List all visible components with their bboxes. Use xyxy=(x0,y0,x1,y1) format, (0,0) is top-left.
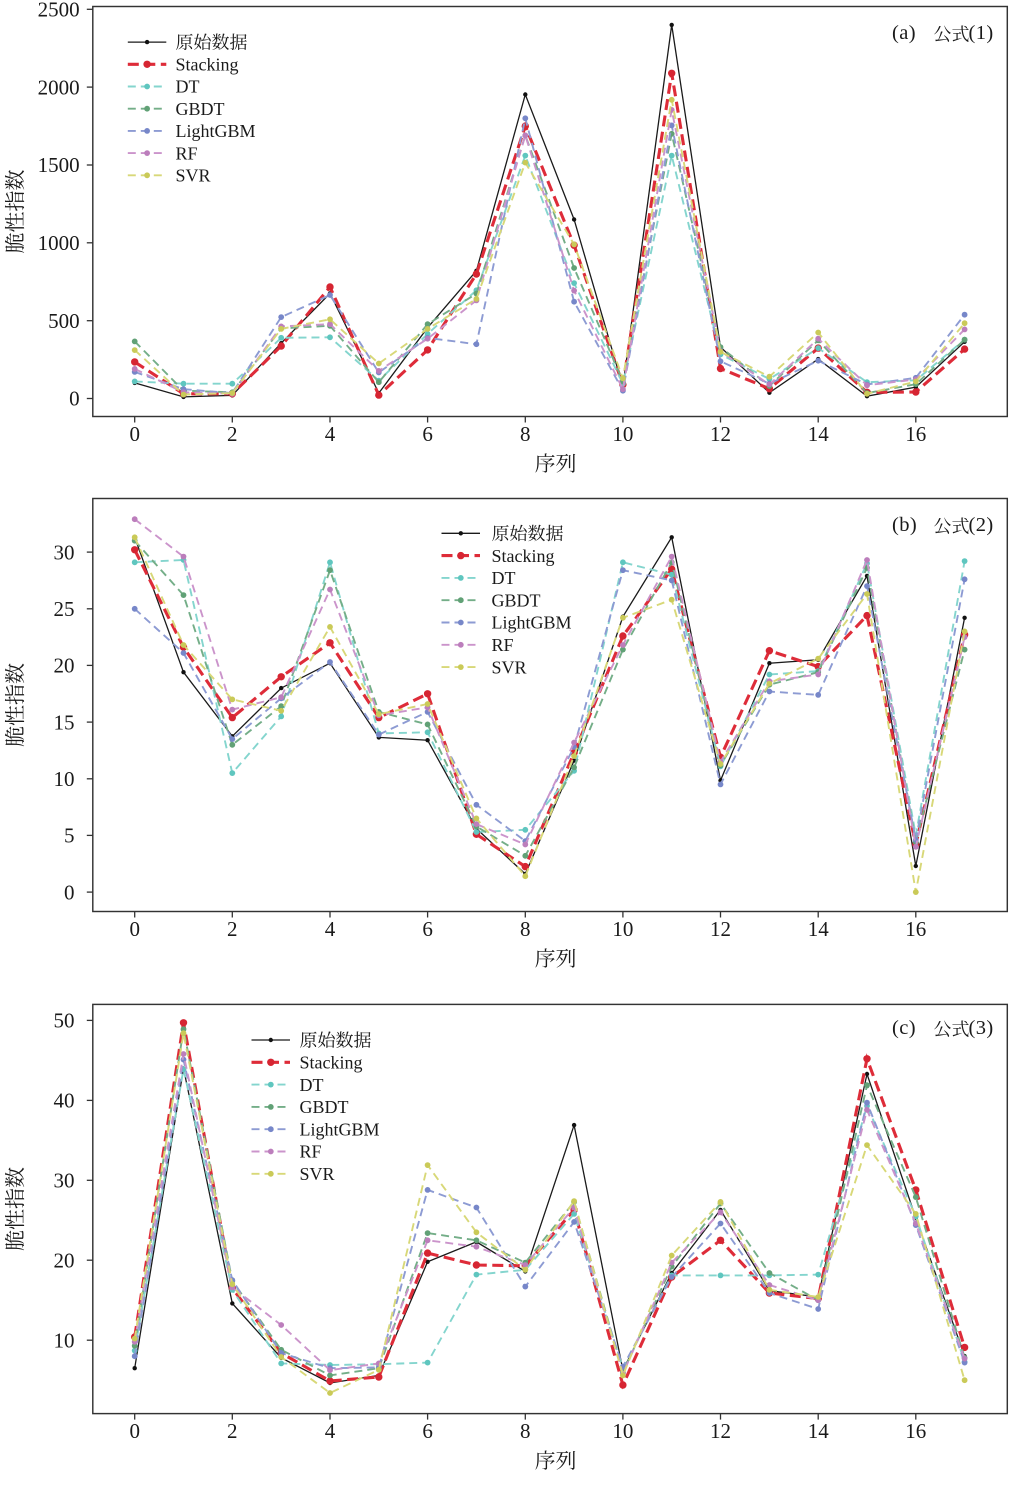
svg-text:16: 16 xyxy=(905,917,926,941)
svg-text:RF: RF xyxy=(300,1142,322,1162)
svg-text:1000: 1000 xyxy=(38,231,80,255)
svg-text:16: 16 xyxy=(905,1419,926,1443)
svg-text:12: 12 xyxy=(710,1419,731,1443)
svg-text:0: 0 xyxy=(129,1419,140,1443)
svg-text:DT: DT xyxy=(176,77,200,97)
svg-text:GBDT: GBDT xyxy=(492,590,541,610)
svg-text:25: 25 xyxy=(54,597,75,621)
svg-text:6: 6 xyxy=(422,422,433,446)
svg-text:12: 12 xyxy=(710,422,731,446)
svg-text:10: 10 xyxy=(612,917,633,941)
svg-text:0: 0 xyxy=(64,880,75,904)
svg-text:4: 4 xyxy=(325,1419,336,1443)
svg-text:SVR: SVR xyxy=(492,657,527,677)
svg-text:1500: 1500 xyxy=(38,153,80,177)
svg-text:0: 0 xyxy=(129,917,140,941)
svg-text:2000: 2000 xyxy=(38,75,80,99)
svg-text:15: 15 xyxy=(54,710,75,734)
svg-text:RF: RF xyxy=(176,143,198,163)
svg-text:14: 14 xyxy=(808,422,830,446)
svg-text:30: 30 xyxy=(54,1169,75,1193)
svg-text:2: 2 xyxy=(227,1419,238,1443)
svg-text:8: 8 xyxy=(520,1419,531,1443)
svg-text:DT: DT xyxy=(492,568,516,588)
svg-text:40: 40 xyxy=(54,1089,75,1113)
svg-text:SVR: SVR xyxy=(300,1164,335,1184)
svg-text:4: 4 xyxy=(325,917,336,941)
svg-text:GBDT: GBDT xyxy=(300,1097,349,1117)
svg-text:8: 8 xyxy=(520,422,531,446)
svg-text:20: 20 xyxy=(54,1249,75,1273)
svg-text:2: 2 xyxy=(227,917,238,941)
svg-text:(3): (3) xyxy=(969,1017,994,1039)
svg-text:10: 10 xyxy=(54,767,75,791)
svg-text:5: 5 xyxy=(64,824,75,848)
svg-text:LightGBM: LightGBM xyxy=(300,1119,380,1139)
svg-text:2: 2 xyxy=(227,422,238,446)
svg-text:Stacking: Stacking xyxy=(492,546,555,566)
svg-text:Stacking: Stacking xyxy=(176,55,239,75)
svg-text:2500: 2500 xyxy=(38,0,80,22)
svg-text:6: 6 xyxy=(422,1419,433,1443)
svg-text:8: 8 xyxy=(520,917,531,941)
svg-text:(1): (1) xyxy=(969,22,994,44)
svg-text:500: 500 xyxy=(48,309,80,333)
svg-text:12: 12 xyxy=(710,917,731,941)
svg-text:(c): (c) xyxy=(892,1017,916,1039)
svg-text:Stacking: Stacking xyxy=(300,1053,363,1073)
svg-text:30: 30 xyxy=(54,540,75,564)
svg-text:4: 4 xyxy=(325,422,336,446)
svg-text:20: 20 xyxy=(54,654,75,678)
svg-text:14: 14 xyxy=(808,917,830,941)
svg-text:SVR: SVR xyxy=(176,166,211,186)
svg-text:16: 16 xyxy=(905,422,926,446)
svg-text:GBDT: GBDT xyxy=(176,99,225,119)
svg-text:(a): (a) xyxy=(892,22,916,44)
svg-text:6: 6 xyxy=(422,917,433,941)
svg-text:14: 14 xyxy=(808,1419,830,1443)
svg-text:10: 10 xyxy=(612,422,633,446)
svg-text:0: 0 xyxy=(129,422,140,446)
svg-text:50: 50 xyxy=(54,1009,75,1033)
svg-text:LightGBM: LightGBM xyxy=(176,121,256,141)
svg-text:(b): (b) xyxy=(892,514,917,536)
svg-text:RF: RF xyxy=(492,635,514,655)
svg-text:(2): (2) xyxy=(969,514,994,536)
svg-text:DT: DT xyxy=(300,1075,324,1095)
svg-text:10: 10 xyxy=(612,1419,633,1443)
svg-text:0: 0 xyxy=(69,387,80,411)
svg-text:LightGBM: LightGBM xyxy=(492,613,572,633)
svg-text:10: 10 xyxy=(54,1328,75,1352)
